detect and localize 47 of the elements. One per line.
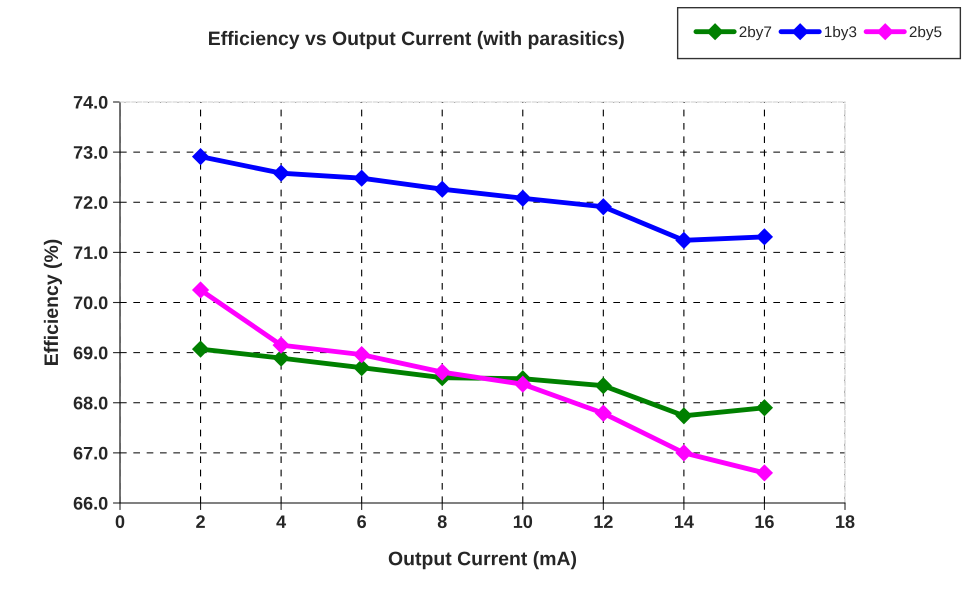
y-tick-label: 71.0 [74, 246, 108, 260]
y-tick-label: 66.0 [74, 496, 108, 510]
x-tick-label: 18 [836, 515, 854, 528]
point [514, 376, 532, 393]
x-tick-label: 10 [514, 515, 532, 528]
x-tick-label: 14 [674, 515, 694, 528]
legend-label: 1by3 [824, 26, 856, 40]
point [192, 282, 209, 298]
y-tick-label: 68.0 [74, 396, 108, 410]
legend-label: 2by5 [910, 26, 942, 40]
point [756, 228, 773, 246]
x-tick-label: 4 [276, 515, 286, 528]
legend-label: 2by7 [740, 26, 772, 40]
x-tick-label: 2 [196, 515, 205, 528]
y-tick-label: 72.0 [74, 196, 108, 209]
point [594, 198, 612, 216]
point [676, 407, 692, 424]
x-tick-label: 16 [756, 515, 774, 528]
point [272, 336, 290, 354]
point [676, 444, 692, 462]
point [192, 148, 209, 166]
point [594, 404, 612, 422]
point [353, 359, 370, 376]
point [434, 364, 451, 381]
x-tick-label: 12 [594, 515, 613, 528]
chart-title: Efficiency vs Output Current (with parasitics) [209, 30, 624, 50]
point [272, 164, 290, 182]
point [272, 350, 290, 367]
y-tick-label: 69.0 [74, 346, 108, 360]
y-tick-label: 67.0 [74, 446, 108, 460]
point [353, 170, 370, 187]
point [353, 346, 370, 364]
x-tick-label: 8 [438, 515, 447, 528]
point [192, 340, 209, 358]
point [676, 232, 692, 249]
y-tick-label: 74.0 [74, 96, 108, 109]
x-tick-label: 6 [357, 515, 366, 528]
y-tick-label: 70.0 [74, 296, 108, 310]
x-axis-title: Output Current (mA) [388, 551, 576, 570]
point [434, 180, 451, 198]
x-tick-label: 0 [116, 515, 124, 528]
point [756, 399, 773, 416]
point [514, 190, 532, 207]
point [756, 464, 773, 482]
point [594, 377, 612, 394]
y-tick-label: 73.0 [74, 146, 108, 159]
y-axis-title: Efficiency (%) [44, 240, 62, 365]
